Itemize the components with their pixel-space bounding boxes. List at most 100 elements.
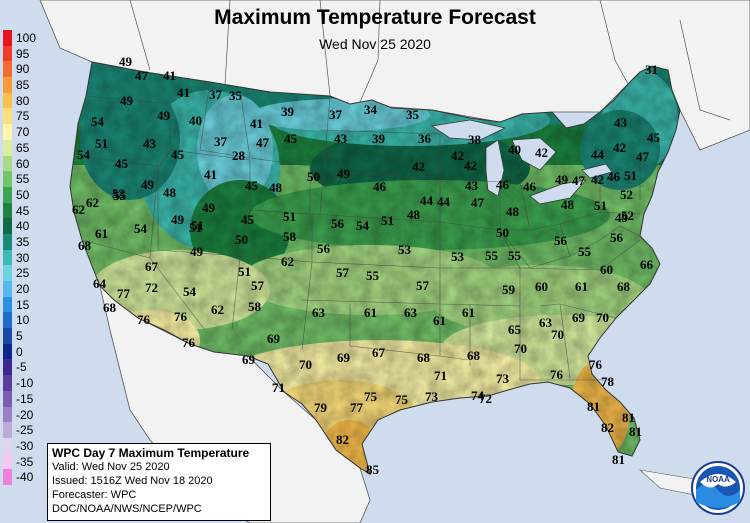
- temperature-value: 46: [373, 179, 386, 194]
- temperature-value: 58: [283, 229, 296, 244]
- legend-row: -5: [3, 359, 47, 376]
- temperature-value: 62: [281, 254, 294, 269]
- legend-row: 50: [3, 186, 47, 203]
- legend-swatch: [3, 359, 12, 376]
- legend-label: 85: [16, 78, 30, 93]
- temperature-value: 51: [238, 264, 251, 279]
- temperature-value: 59: [502, 282, 515, 297]
- legend-label: 70: [16, 125, 30, 140]
- temperature-value: 66: [640, 257, 653, 272]
- temperature-value: 58: [248, 299, 261, 314]
- temperature-value: 44: [591, 147, 604, 162]
- temperature-value: 48: [163, 185, 176, 200]
- temperature-value: 43: [143, 136, 156, 151]
- legend-label: -30: [16, 438, 34, 453]
- temperature-value: 82: [601, 420, 614, 435]
- temperature-value: 47: [636, 149, 649, 164]
- info-forecaster: Forecaster: WPC: [52, 489, 137, 501]
- temperature-value: 47: [135, 68, 148, 83]
- temperature-value: 76: [174, 309, 187, 324]
- temperature-value: 55: [366, 268, 379, 283]
- temperature-value: 44: [437, 194, 450, 209]
- temperature-value: 70: [514, 341, 527, 356]
- legend-swatch: [3, 422, 12, 438]
- map-title: Maximum Temperature Forecast: [214, 6, 536, 29]
- temperature-value: 74: [471, 388, 484, 403]
- temperature-value: 73: [425, 389, 438, 404]
- legend-row: 10: [3, 312, 47, 329]
- temperature-value: 78: [601, 374, 614, 389]
- legend-label: 55: [16, 172, 30, 187]
- temperature-value: 49: [171, 212, 184, 227]
- legend-row: 35: [3, 233, 47, 250]
- legend-row: 25: [3, 265, 47, 281]
- legend-row: 20: [3, 281, 47, 297]
- legend-swatch: [3, 124, 12, 140]
- legend-label: 90: [16, 62, 30, 77]
- legend-row: -35: [3, 453, 47, 470]
- temperature-value: 85: [366, 462, 379, 477]
- legend-row: 95: [3, 45, 47, 62]
- legend-label: 5: [16, 329, 23, 344]
- legend-label: 30: [16, 250, 30, 265]
- legend-label: 35: [16, 234, 30, 249]
- temperature-value: 79: [314, 400, 327, 415]
- temperature-value: 68: [617, 279, 630, 294]
- temperature-value: 49: [337, 166, 350, 181]
- legend-swatch: [3, 30, 12, 46]
- legend-label: 95: [16, 46, 30, 61]
- temperature-value: 35: [406, 107, 419, 122]
- temperature-value: 46: [607, 169, 620, 184]
- temperature-value: 49: [202, 200, 215, 215]
- legend-label: 75: [16, 109, 30, 124]
- legend-row: 40: [3, 218, 47, 234]
- legend-row: 55: [3, 171, 47, 187]
- legend-label: -10: [16, 376, 34, 391]
- legend-swatch: [3, 233, 12, 250]
- temperature-value: 67: [372, 345, 385, 360]
- temperature-legend: 100 95 90 85 80 75 70 65 60 55 50 45 40 35 30 25 20 15 10 5…: [3, 30, 47, 485]
- temperature-value: 75: [395, 392, 408, 407]
- legend-swatch: [3, 437, 12, 454]
- temperature-value: 39: [372, 131, 385, 146]
- canada-borders: [129, 0, 731, 121]
- temperature-value: 45: [171, 147, 184, 162]
- temperature-value: 51: [594, 198, 607, 213]
- temperature-value: 49: [157, 108, 170, 123]
- legend-row: -30: [3, 437, 47, 454]
- legend-label: 25: [16, 266, 30, 281]
- temperature-value: 65: [508, 322, 521, 337]
- legend-swatch: [3, 92, 12, 109]
- temperature-value: 69: [572, 310, 585, 325]
- temperature-value: 69: [337, 350, 350, 365]
- legend-row: -25: [3, 422, 47, 438]
- legend-row: 30: [3, 249, 47, 266]
- temperature-value: 64: [93, 276, 106, 291]
- temperature-value: 57: [336, 265, 349, 280]
- temperature-value: 37: [214, 134, 227, 149]
- temperature-value: 54: [91, 114, 104, 129]
- temperature-value: 76: [550, 367, 563, 382]
- temperature-value: 63: [539, 315, 552, 330]
- legend-label: 40: [16, 219, 30, 234]
- temperature-value: 49: [190, 244, 203, 259]
- temperature-value: 45: [284, 131, 297, 146]
- legend-swatch: [3, 296, 12, 313]
- legend-row: 65: [3, 139, 47, 156]
- legend-swatch: [3, 453, 12, 470]
- legend-row: -15: [3, 390, 47, 407]
- legend-label: 45: [16, 203, 30, 218]
- temperature-value: 49: [555, 172, 568, 187]
- temperature-value: 81: [622, 410, 635, 425]
- temperature-value: 55: [485, 248, 498, 263]
- legend-row: -10: [3, 375, 47, 391]
- temperature-value: 61: [95, 226, 108, 241]
- temperature-value: 54: [356, 218, 369, 233]
- temperature-value: 81: [629, 424, 642, 439]
- temperature-value: 38: [468, 132, 481, 147]
- temperature-value: 42: [591, 172, 604, 187]
- legend-label: 65: [16, 140, 30, 155]
- temperature-value: 42: [412, 159, 425, 174]
- info-heading: WPC Day 7 Maximum Temperature: [52, 446, 250, 460]
- legend-label: 15: [16, 297, 30, 312]
